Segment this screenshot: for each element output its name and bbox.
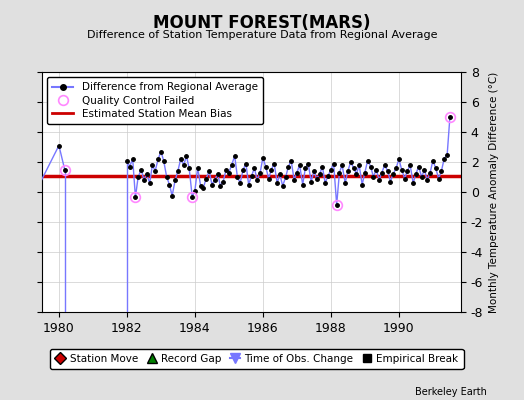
Text: MOUNT FOREST(MARS): MOUNT FOREST(MARS): [153, 14, 371, 32]
Legend: Station Move, Record Gap, Time of Obs. Change, Empirical Break: Station Move, Record Gap, Time of Obs. C…: [50, 349, 464, 369]
Text: Berkeley Earth: Berkeley Earth: [416, 387, 487, 397]
Legend: Difference from Regional Average, Quality Control Failed, Estimated Station Mean: Difference from Regional Average, Qualit…: [47, 77, 263, 124]
Text: Difference of Station Temperature Data from Regional Average: Difference of Station Temperature Data f…: [87, 30, 437, 40]
Y-axis label: Monthly Temperature Anomaly Difference (°C): Monthly Temperature Anomaly Difference (…: [489, 71, 499, 313]
